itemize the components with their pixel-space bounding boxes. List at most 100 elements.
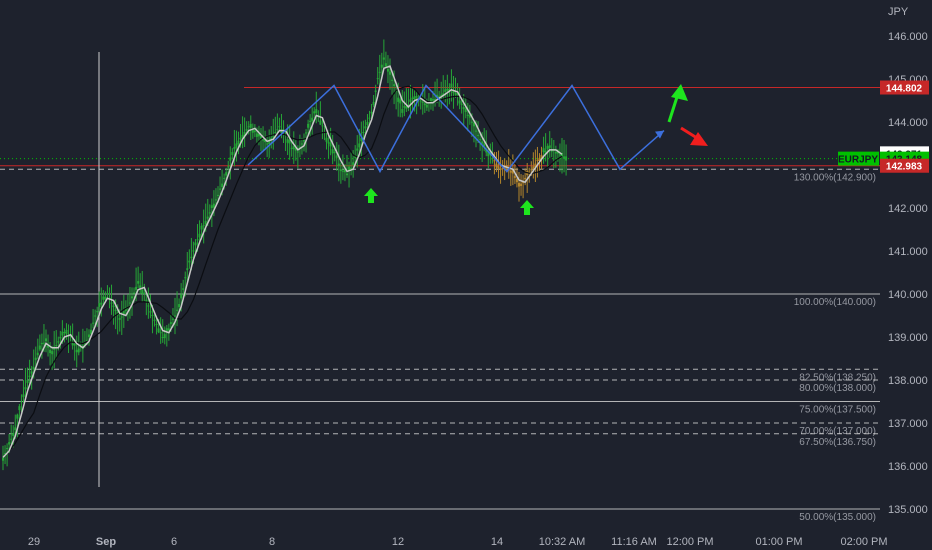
candle-body	[260, 135, 262, 140]
candle-body	[448, 89, 451, 91]
candle-body	[450, 83, 453, 88]
candle-body	[106, 293, 109, 295]
candle-body	[513, 176, 516, 178]
x-tick-label: 12:00 PM	[666, 536, 713, 548]
level-label: 82.50%(138.250)	[799, 372, 876, 383]
candle-body	[229, 157, 232, 161]
x-tick-label: 11:16 AM	[611, 536, 657, 548]
candle-body	[356, 148, 359, 151]
candle-body	[483, 143, 486, 147]
candle-body	[55, 345, 58, 347]
candle-body	[470, 121, 473, 123]
candle-body	[270, 137, 273, 141]
candle-body	[554, 152, 557, 154]
candle-body	[73, 343, 76, 346]
support-resistance-lines	[0, 87, 880, 167]
candle-body	[532, 166, 535, 170]
candle-body	[141, 289, 144, 294]
candle-body	[333, 152, 336, 154]
candle-body	[440, 94, 443, 96]
candle-body	[139, 285, 142, 290]
candle-body	[542, 148, 545, 153]
candle-body	[520, 183, 523, 187]
candle-body	[528, 171, 531, 173]
candle-body	[16, 414, 19, 419]
candle-body	[540, 154, 543, 159]
candle-body	[456, 93, 459, 97]
y-tick-label: 135.000	[888, 504, 928, 516]
down-right-arrow-icon	[680, 126, 708, 146]
candle-body	[274, 132, 277, 134]
candle-body	[493, 160, 496, 162]
candle-body	[481, 141, 484, 144]
candle-body	[290, 147, 293, 149]
candle-body	[319, 120, 322, 125]
y-tick-label: 141.000	[888, 246, 928, 258]
candle-body	[30, 371, 33, 374]
candle-body	[397, 97, 400, 102]
candle-body	[4, 453, 7, 455]
candle-body	[518, 182, 520, 187]
candle-body	[429, 98, 432, 102]
candle-body	[305, 132, 308, 134]
y-tick-label: 136.000	[888, 461, 928, 473]
candle-body	[307, 123, 310, 128]
candle-body	[376, 78, 379, 80]
candle-body	[415, 96, 418, 98]
candle-body	[321, 125, 324, 127]
candle-body	[102, 296, 105, 300]
candle-body	[268, 140, 271, 145]
candle-body	[202, 225, 205, 227]
candle-body	[26, 380, 29, 383]
candle-body	[432, 99, 434, 101]
y-tick-label: 140.000	[888, 289, 928, 301]
candle-body	[419, 100, 422, 102]
candle-body	[231, 152, 234, 155]
price-axis[interactable]: 146.000145.000144.000143.000142.000141.0…	[888, 31, 928, 516]
candle-body	[495, 163, 498, 168]
currency-label: JPY	[888, 6, 909, 18]
candle-body	[85, 339, 88, 342]
candle-body	[20, 401, 23, 403]
candle-body	[384, 63, 387, 67]
candle-body	[131, 296, 133, 299]
candle-body	[214, 199, 217, 201]
candle-body	[460, 103, 463, 105]
candle-body	[194, 242, 197, 246]
candle-body	[511, 169, 514, 174]
candle-body	[147, 305, 150, 307]
candle-body	[276, 129, 279, 131]
candle-body	[382, 57, 385, 60]
price-tag-box	[880, 80, 929, 95]
candle-body	[421, 101, 424, 103]
y-tick-label: 139.000	[888, 332, 928, 344]
candle-body	[413, 96, 416, 100]
candle-body	[190, 256, 193, 259]
candle-body	[343, 168, 346, 173]
candle-body	[206, 216, 209, 219]
candle-body	[57, 341, 60, 343]
candle-body	[411, 97, 414, 100]
candle-body	[155, 324, 158, 326]
candle-body	[311, 117, 314, 122]
candle-body	[563, 156, 566, 159]
candle-body	[45, 338, 47, 342]
candle-body	[157, 328, 160, 333]
candle-body	[219, 188, 222, 190]
candle-body	[180, 294, 183, 299]
level-label: 75.00%(137.500)	[799, 405, 876, 416]
candle-body	[364, 126, 367, 129]
candle-body	[446, 88, 449, 91]
candle-body	[114, 309, 117, 312]
x-tick-label: 6	[171, 536, 177, 548]
candle-body	[10, 438, 13, 440]
candle-body	[425, 104, 428, 108]
candle-body	[247, 126, 250, 128]
candle-body	[487, 152, 490, 157]
candle-body	[65, 329, 68, 335]
time-axis[interactable]: 29 Sep 6 8 12 14 10:32 AM 11:16 AM 12:00 PM 01:00…	[28, 536, 888, 548]
candle-body	[49, 349, 52, 354]
